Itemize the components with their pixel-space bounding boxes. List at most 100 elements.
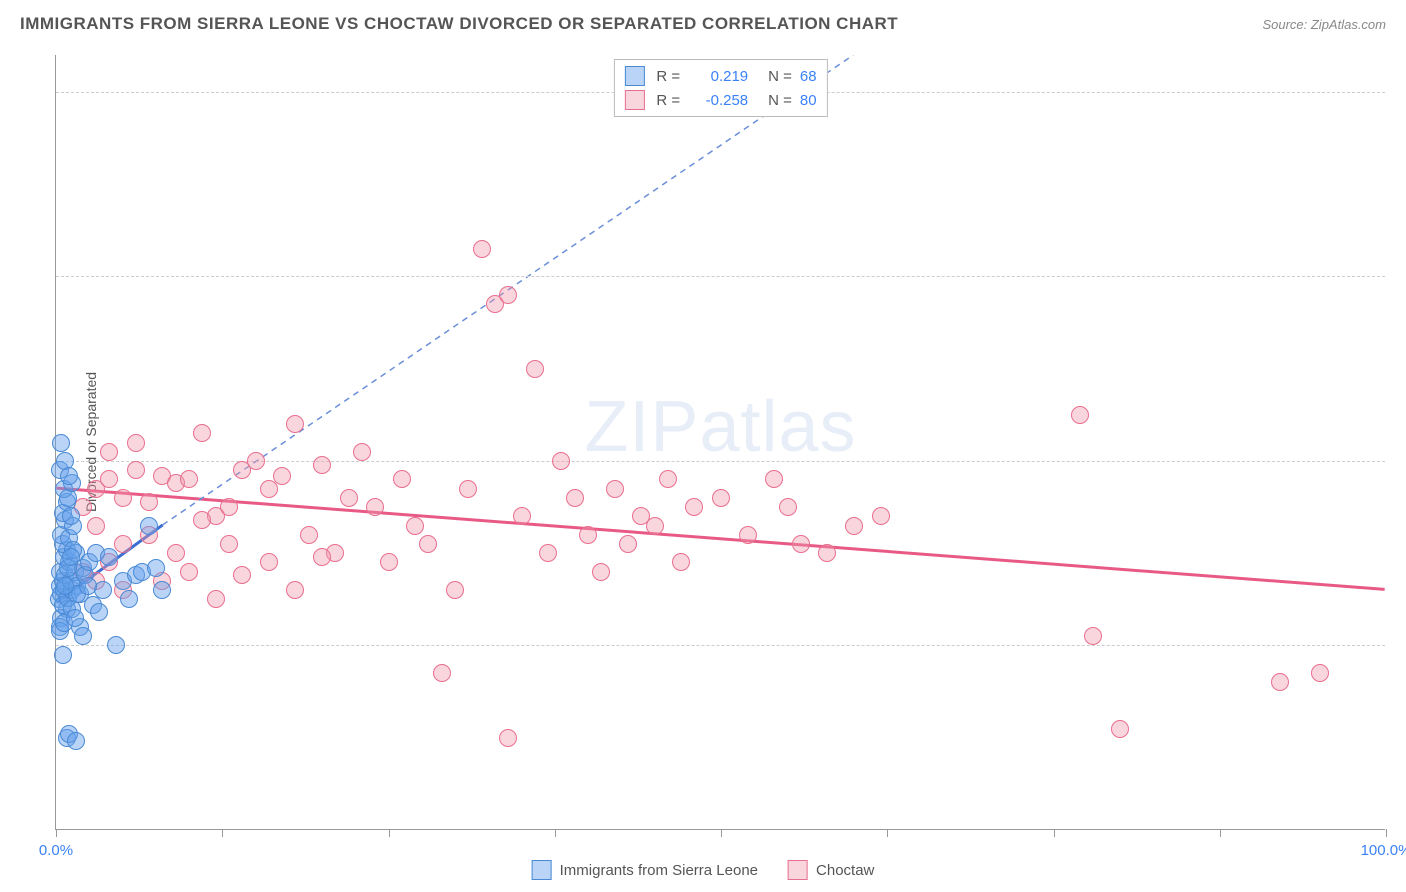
scatter-point xyxy=(180,563,198,581)
y-tick-label: 10.0% xyxy=(1395,637,1406,654)
scatter-point xyxy=(1084,627,1102,645)
x-tick xyxy=(1220,829,1221,837)
scatter-point xyxy=(552,452,570,470)
scatter-point xyxy=(193,511,211,529)
scatter-point xyxy=(147,559,165,577)
watermark-bold: ZIP xyxy=(584,387,699,467)
scatter-point xyxy=(220,535,238,553)
r-label: R = xyxy=(656,92,680,109)
scatter-point xyxy=(366,498,384,516)
x-tick xyxy=(389,829,390,837)
watermark-light: atlas xyxy=(699,387,856,467)
legend-label-a: Immigrants from Sierra Leone xyxy=(560,862,758,879)
scatter-point xyxy=(260,553,278,571)
legend-row-b: R = -0.258 N = 80 xyxy=(624,88,816,112)
plot-area: Divorced or Separated ZIPatlas R = 0.219… xyxy=(55,55,1385,830)
scatter-point xyxy=(153,581,171,599)
scatter-point xyxy=(419,535,437,553)
scatter-point xyxy=(140,517,158,535)
scatter-point xyxy=(539,544,557,562)
scatter-point xyxy=(619,535,637,553)
scatter-point xyxy=(233,566,251,584)
r-value-a: 0.219 xyxy=(688,68,748,85)
legend-bottom: Immigrants from Sierra Leone Choctaw xyxy=(532,860,875,880)
scatter-point xyxy=(79,577,97,595)
scatter-point xyxy=(765,470,783,488)
x-tick xyxy=(887,829,888,837)
r-label: R = xyxy=(656,68,680,85)
legend-swatch-b xyxy=(624,90,644,110)
scatter-point xyxy=(1111,720,1129,738)
n-value-a: 68 xyxy=(800,68,817,85)
scatter-point xyxy=(54,646,72,664)
scatter-point xyxy=(739,526,757,544)
scatter-point xyxy=(499,729,517,747)
scatter-point xyxy=(779,498,797,516)
scatter-point xyxy=(60,467,78,485)
scatter-point xyxy=(107,636,125,654)
scatter-point xyxy=(300,526,318,544)
scatter-point xyxy=(66,609,84,627)
source: Source: ZipAtlas.com xyxy=(1262,17,1386,32)
scatter-point xyxy=(127,461,145,479)
scatter-point xyxy=(74,627,92,645)
scatter-point xyxy=(90,603,108,621)
scatter-point xyxy=(340,489,358,507)
scatter-point xyxy=(659,470,677,488)
scatter-point xyxy=(167,544,185,562)
scatter-point xyxy=(685,498,703,516)
x-tick xyxy=(555,829,556,837)
scatter-point xyxy=(62,548,80,566)
y-tick-label: 40.0% xyxy=(1395,83,1406,100)
scatter-point xyxy=(818,544,836,562)
legend-item-a: Immigrants from Sierra Leone xyxy=(532,860,758,880)
scatter-point xyxy=(792,535,810,553)
scatter-point xyxy=(393,470,411,488)
scatter-point xyxy=(100,443,118,461)
scatter-point xyxy=(446,581,464,599)
scatter-point xyxy=(712,489,730,507)
legend-correlation: R = 0.219 N = 68 R = -0.258 N = 80 xyxy=(613,59,827,117)
scatter-point xyxy=(672,553,690,571)
legend-label-b: Choctaw xyxy=(816,862,874,879)
x-tick xyxy=(56,829,57,837)
scatter-point xyxy=(193,424,211,442)
y-tick-label: 20.0% xyxy=(1395,452,1406,469)
x-tick xyxy=(721,829,722,837)
scatter-point xyxy=(120,590,138,608)
title-bar: IMMIGRANTS FROM SIERRA LEONE VS CHOCTAW … xyxy=(20,14,1386,34)
scatter-point xyxy=(592,563,610,581)
scatter-point xyxy=(62,507,80,525)
legend-item-b: Choctaw xyxy=(788,860,874,880)
scatter-point xyxy=(87,517,105,535)
gridline-h xyxy=(56,276,1385,277)
x-tick xyxy=(222,829,223,837)
legend-swatch-b-icon xyxy=(788,860,808,880)
scatter-point xyxy=(52,434,70,452)
scatter-point xyxy=(220,498,238,516)
y-tick-label: 30.0% xyxy=(1395,268,1406,285)
n-label: N = xyxy=(768,92,792,109)
scatter-point xyxy=(313,548,331,566)
x-tick-label: 100.0% xyxy=(1361,842,1406,859)
scatter-point xyxy=(499,286,517,304)
scatter-point xyxy=(180,470,198,488)
scatter-point xyxy=(513,507,531,525)
n-label: N = xyxy=(768,68,792,85)
scatter-point xyxy=(273,467,291,485)
scatter-point xyxy=(646,517,664,535)
scatter-point xyxy=(100,470,118,488)
gridline-h xyxy=(56,645,1385,646)
scatter-point xyxy=(56,577,74,595)
scatter-point xyxy=(1311,664,1329,682)
scatter-point xyxy=(100,548,118,566)
x-tick-label: 0.0% xyxy=(39,842,73,859)
scatter-point xyxy=(127,434,145,452)
scatter-point xyxy=(459,480,477,498)
source-name: ZipAtlas.com xyxy=(1311,17,1386,32)
scatter-point xyxy=(579,526,597,544)
scatter-point xyxy=(286,415,304,433)
scatter-point xyxy=(313,456,331,474)
scatter-point xyxy=(140,493,158,511)
scatter-point xyxy=(606,480,624,498)
